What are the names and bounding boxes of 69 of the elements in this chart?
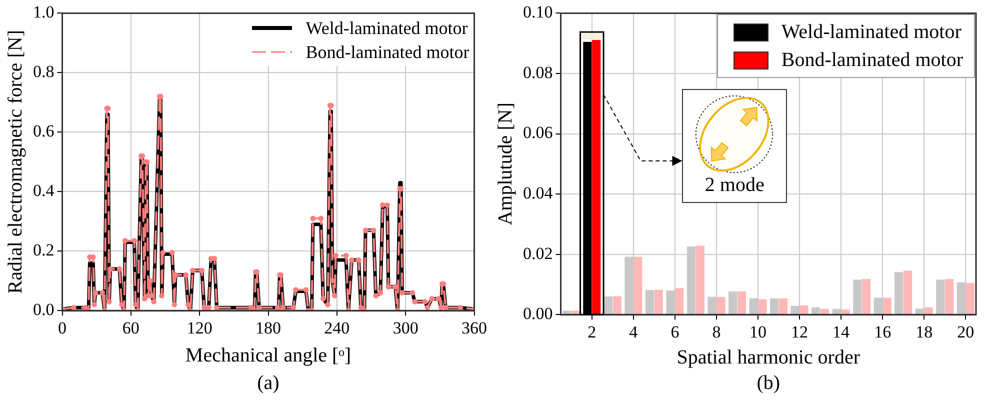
y-tick-label: 0.04 <box>523 184 554 203</box>
bar <box>571 310 580 314</box>
bar <box>800 305 808 314</box>
bar <box>945 279 954 314</box>
y-tick-label: 0.8 <box>33 62 54 82</box>
bar <box>853 280 862 314</box>
y-tick-label: 0.02 <box>523 244 553 263</box>
x-tick-label: 240 <box>324 318 350 338</box>
y-tick-label: 0.2 <box>33 240 54 260</box>
bar <box>778 298 788 314</box>
bar <box>612 296 622 314</box>
bar <box>936 280 945 314</box>
x-tick-label: 12 <box>791 322 808 342</box>
legend-label: Bond-laminated motor <box>781 48 963 74</box>
x-tick-label: 0 <box>58 318 66 338</box>
bar <box>716 296 726 314</box>
y-tick-label: 0.00 <box>523 304 553 324</box>
bar <box>562 310 571 314</box>
legend-label: Weld-laminated motor <box>781 20 962 46</box>
bar <box>770 298 779 314</box>
x-tick-label: 60 <box>122 318 140 338</box>
y-tick-label: 0.0 <box>33 300 54 320</box>
x-tick-label: 120 <box>186 318 212 338</box>
x-axis-title: Mechanical angle [ᵒ] <box>185 344 352 366</box>
x-tick-label: 20 <box>957 322 974 342</box>
x-tick-label: 6 <box>670 322 680 342</box>
bar <box>645 290 654 314</box>
bar <box>924 307 933 314</box>
y-axis-title: Radial electromagnetic force [N] <box>4 30 26 294</box>
x-tick-label: 360 <box>462 318 487 338</box>
y-tick-label: 0.6 <box>33 122 54 141</box>
y-tick-label: 0.10 <box>523 2 553 22</box>
y-axis-title: Amplutude [N] <box>494 102 516 226</box>
y-tick-label: 0.08 <box>523 62 553 82</box>
bar <box>758 299 767 314</box>
x-tick-label: 14 <box>832 322 850 342</box>
bar <box>737 291 746 314</box>
x-tick-label: 10 <box>749 322 766 342</box>
y-tick-label: 0.4 <box>33 181 55 200</box>
x-tick-label: 300 <box>392 318 418 338</box>
annotation: 2 mode <box>704 173 766 198</box>
bar <box>583 42 592 314</box>
bar <box>841 309 850 314</box>
text: (a) <box>256 372 280 395</box>
bar <box>966 282 974 314</box>
x-tick-label: 2 <box>588 322 596 342</box>
x-tick-label: 4 <box>629 322 638 342</box>
bar <box>882 298 892 314</box>
bar <box>820 308 830 314</box>
bar <box>654 290 663 314</box>
x-axis-title: Spatial harmonic order <box>676 346 860 368</box>
legend-label: Bond-laminated motor <box>306 41 470 64</box>
bar <box>904 270 912 314</box>
bar <box>862 279 871 314</box>
bar <box>894 272 904 314</box>
bar <box>812 307 820 314</box>
bar <box>696 246 704 314</box>
bar <box>728 291 738 314</box>
legend-label: Weld-laminated motor <box>306 17 468 40</box>
x-tick-label: 180 <box>256 318 281 338</box>
y-tick-label: 1.0 <box>33 2 54 22</box>
y-tick-label: 0.06 <box>523 123 553 142</box>
bar <box>604 296 612 314</box>
x-tick-label: 16 <box>874 322 892 342</box>
x-tick-label: 8 <box>712 322 721 342</box>
text: (b) <box>756 372 782 395</box>
x-tick-label: 18 <box>916 322 933 342</box>
bar <box>634 256 642 314</box>
bar <box>675 288 684 314</box>
